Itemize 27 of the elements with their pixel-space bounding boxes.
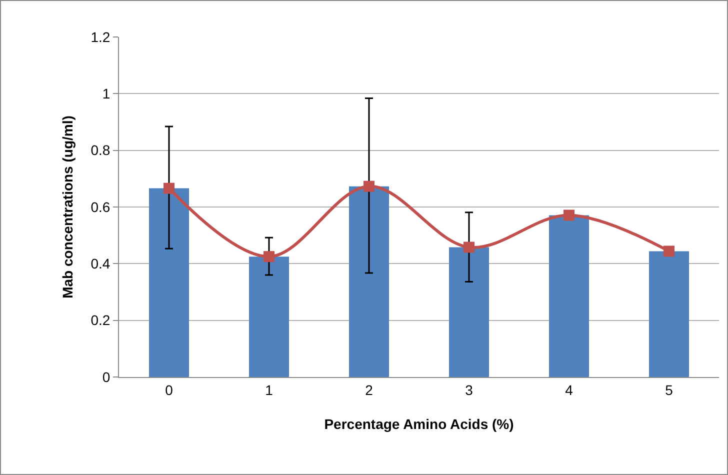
x-tick-label: 1 <box>265 382 274 398</box>
point <box>264 251 274 262</box>
point <box>564 210 574 221</box>
y-tick-label: 1 <box>102 86 110 102</box>
x-tick-label: 3 <box>465 382 474 398</box>
y-tick-label: 1.2 <box>90 28 110 45</box>
bar <box>249 256 289 377</box>
point <box>464 242 474 253</box>
y-tick-label: 0.2 <box>90 312 110 328</box>
y-tick-label: 0.4 <box>90 256 110 272</box>
x-tick-label: 0 <box>165 382 174 398</box>
x-tick-label: 5 <box>665 382 674 398</box>
x-tick-label: 2 <box>365 382 374 398</box>
point <box>664 246 674 257</box>
bar <box>149 188 189 377</box>
bar <box>649 251 689 377</box>
bar <box>349 186 389 377</box>
y-axis-title: Mab concentrations (ug/ml) <box>59 116 76 298</box>
x-tick-label: 4 <box>565 382 574 398</box>
y-tick-label: 0 <box>102 368 110 385</box>
point <box>164 182 174 194</box>
y-tick-label: 0.8 <box>90 142 110 158</box>
y-tick-label: 0.6 <box>90 198 110 215</box>
x-axis-title: Percentage Amino Acids (%) <box>324 416 514 432</box>
bar <box>449 247 489 377</box>
bar <box>549 215 589 377</box>
point <box>364 180 374 192</box>
